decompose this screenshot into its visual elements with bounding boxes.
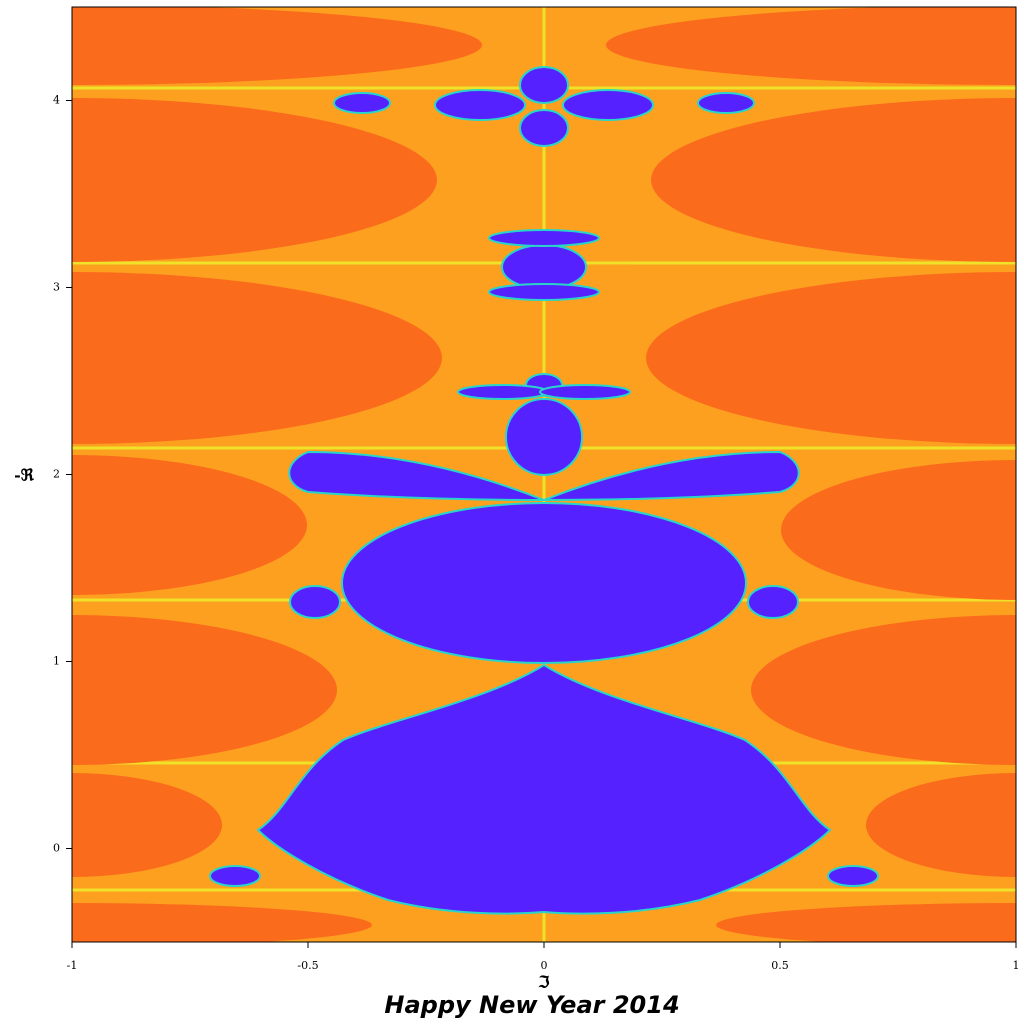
x-tick-label: 0	[541, 959, 548, 972]
y-tick-label: 2	[53, 468, 60, 481]
fractal-image	[72, 7, 1016, 942]
x-tick-label: 0.5	[771, 959, 789, 972]
y-tick-label: 4	[53, 94, 60, 107]
x-tick-label: 1	[1013, 959, 1020, 972]
y-axis-label: -ℜ	[14, 466, 35, 485]
y-tick-label: 0	[53, 842, 60, 855]
y-tick-label: 3	[53, 281, 60, 294]
chart-title: Happy New Year 2014	[384, 991, 679, 1019]
y-tick-label: 1	[53, 655, 60, 668]
x-axis-label: ℑ	[537, 973, 549, 992]
x-tick-label: -1	[67, 959, 78, 972]
x-tick-label: -0.5	[297, 959, 318, 972]
